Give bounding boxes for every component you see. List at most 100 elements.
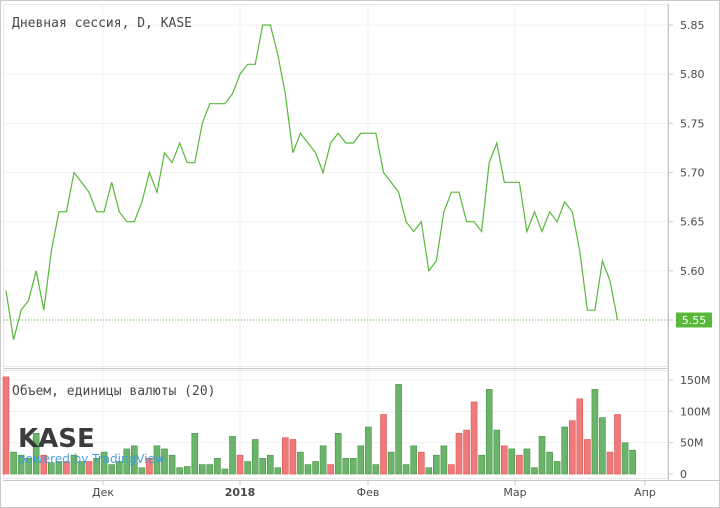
volume-title: Объем, единицы валюты (20)	[12, 384, 216, 399]
time-tick-label: Фев	[357, 486, 380, 499]
volume-bar-up	[591, 389, 599, 475]
volume-bar-up	[629, 449, 636, 475]
volume-bar-up	[538, 436, 546, 475]
volume-bar-up	[357, 445, 365, 475]
volume-bar-down	[470, 401, 478, 475]
volume-bar-up	[206, 464, 214, 475]
price-tick-label: 5.60	[680, 265, 705, 278]
volume-bar-down	[606, 451, 614, 475]
price-tick-label: 5.75	[680, 117, 705, 130]
volume-bar-up	[161, 448, 168, 475]
time-tick-label: Мар	[503, 486, 526, 499]
volume-bar-up	[508, 448, 516, 475]
volume-bar-up	[402, 464, 410, 475]
kase-logo-text: KASE	[18, 424, 95, 454]
volume-pane[interactable]: 0 50M 100M 150M Объем, единицы валюты (20)	[2, 368, 711, 482]
volume-bar-up	[251, 439, 259, 475]
time-tick-label: Апр	[634, 486, 656, 499]
volume-bar-down	[500, 445, 508, 475]
volume-bar-down	[85, 461, 93, 475]
volume-tick-label: 100M	[680, 405, 711, 418]
volume-bar-up	[266, 454, 274, 475]
volume-bar-up	[183, 466, 191, 475]
price-grid	[4, 4, 668, 478]
volume-bar-up	[440, 445, 448, 475]
volume-tick-label: 150M	[680, 374, 711, 387]
volume-bar-up	[25, 457, 32, 475]
price-tick-label: 5.85	[680, 19, 705, 32]
volume-bar-up	[395, 384, 402, 475]
volume-bar-up	[116, 461, 123, 475]
volume-bar-up	[100, 451, 108, 475]
volume-bar-up	[191, 432, 199, 475]
volume-bar-up	[553, 461, 561, 475]
price-pane-border	[3, 4, 668, 367]
volume-bars	[2, 376, 636, 475]
volume-bar-up	[334, 432, 342, 475]
volume-bar-up	[123, 448, 131, 475]
volume-bar-down	[448, 464, 455, 475]
volume-bar-up	[47, 462, 55, 475]
kase-logo[interactable]: KASE powered by TradingView	[18, 424, 165, 466]
volume-bar-up	[214, 457, 221, 475]
volume-bar-up	[221, 468, 229, 475]
volume-bar-up	[312, 461, 319, 475]
price-series-line[interactable]	[5, 24, 619, 340]
volume-bar-up	[168, 454, 176, 475]
volume-bar-down	[40, 454, 48, 475]
volume-bar-up	[297, 451, 304, 475]
volume-bar-up	[17, 454, 25, 475]
tradingview-tagline[interactable]: powered by TradingView	[18, 452, 165, 466]
volume-bar-up	[304, 464, 312, 475]
volume-tick-label: 50M	[680, 437, 704, 450]
volume-bar-up	[78, 461, 85, 475]
volume-tick-label: 0	[680, 468, 687, 481]
price-pane[interactable]: 5.55 5.60 5.65 5.70 5.75 5.80 5.85 5.55 Дневна…	[3, 4, 713, 478]
volume-bar-up	[410, 445, 418, 475]
time-tick-label: Дек	[92, 486, 114, 499]
volume-bar-up	[621, 442, 629, 475]
volume-bar-down	[289, 439, 297, 475]
volume-bar-up	[531, 467, 538, 475]
volume-bar-up	[32, 432, 40, 475]
volume-bar-up	[199, 464, 206, 475]
volume-bar-down	[568, 420, 576, 475]
volume-bar-down	[463, 429, 470, 475]
volume-bar-up	[93, 457, 100, 475]
volume-bar-up	[244, 461, 251, 475]
volume-bar-up	[342, 457, 350, 475]
volume-bar-down	[327, 464, 334, 475]
price-title: Дневная сессия, D, KASE	[12, 16, 192, 31]
volume-bar-up	[274, 467, 282, 475]
volume-bar-up	[485, 389, 493, 475]
volume-bar-down	[146, 457, 153, 475]
last-value-badge	[676, 312, 712, 328]
volume-bar-up	[523, 448, 531, 475]
volume-bar-up	[55, 461, 63, 475]
volume-bar-up	[372, 464, 380, 475]
volume-bar-up	[365, 426, 372, 475]
volume-bar-up	[493, 429, 501, 475]
volume-bar-up	[478, 454, 485, 475]
volume-bar-up	[599, 417, 606, 475]
price-tick-label: 5.70	[680, 167, 705, 180]
volume-bar-up	[229, 436, 236, 475]
volume-bar-up	[108, 464, 115, 475]
volume-bar-up	[432, 454, 440, 475]
volume-bar-up	[387, 451, 395, 475]
volume-bar-down	[614, 414, 621, 475]
volume-bar-down	[2, 376, 10, 475]
price-axis: 5.55 5.60 5.65 5.70 5.75 5.80 5.85	[668, 19, 705, 327]
volume-bar-up	[349, 457, 357, 475]
volume-bar-down	[455, 432, 463, 475]
volume-bar-up	[176, 467, 183, 475]
volume-bar-up	[138, 467, 146, 475]
time-axis: Дек 2018 Фев Мар Апр	[3, 480, 719, 499]
volume-bar-down	[516, 454, 523, 475]
volume-bar-up	[259, 457, 267, 475]
time-tick-label: 2018	[225, 486, 256, 499]
volume-bar-up	[10, 451, 17, 475]
price-tick-label: 5.80	[680, 68, 705, 81]
